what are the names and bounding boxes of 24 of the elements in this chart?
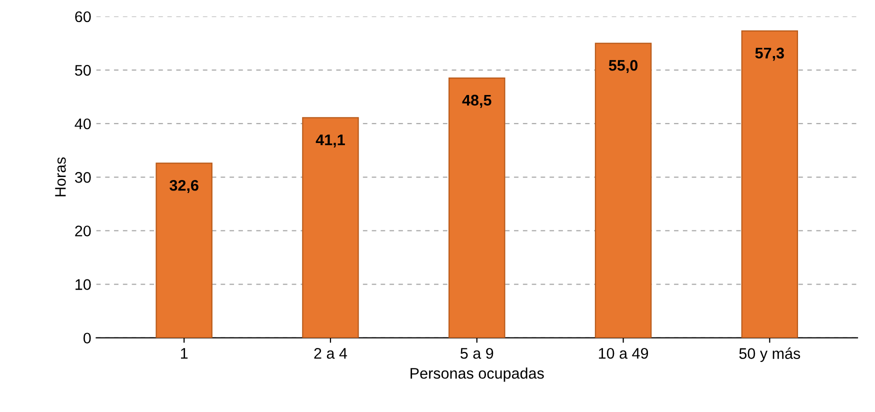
data-label: 57,3 bbox=[755, 48, 784, 61]
x-tick-label: 50 y más bbox=[739, 348, 800, 362]
bar bbox=[302, 117, 359, 338]
bar bbox=[741, 30, 798, 338]
y-tick-label: 0 bbox=[83, 332, 91, 344]
bar bbox=[594, 42, 652, 338]
data-label: 32,6 bbox=[170, 180, 198, 193]
data-label: 41,1 bbox=[316, 134, 345, 148]
bar bbox=[448, 78, 506, 338]
y-axis-title: Horas bbox=[55, 157, 66, 196]
x-tick-label: 5 a 9 bbox=[460, 348, 494, 359]
y-tick-label: 50 bbox=[75, 64, 91, 76]
y-tick-label: 40 bbox=[74, 118, 91, 130]
data-label: 48,5 bbox=[462, 94, 492, 108]
x-tick-label: 1 bbox=[181, 348, 188, 359]
data-label: 55,0 bbox=[608, 60, 638, 74]
y-tick-label: 30 bbox=[74, 172, 91, 183]
y-tick-label: 60 bbox=[75, 11, 91, 22]
x-tick-label: 2 a 4 bbox=[314, 348, 348, 359]
x-axis-title: Personas ocupadas bbox=[410, 368, 544, 382]
y-tick-label: 10 bbox=[76, 279, 91, 290]
y-tick-label: 20 bbox=[75, 226, 91, 236]
bar bbox=[156, 162, 212, 338]
x-tick-label: 10 a 49 bbox=[598, 348, 648, 359]
